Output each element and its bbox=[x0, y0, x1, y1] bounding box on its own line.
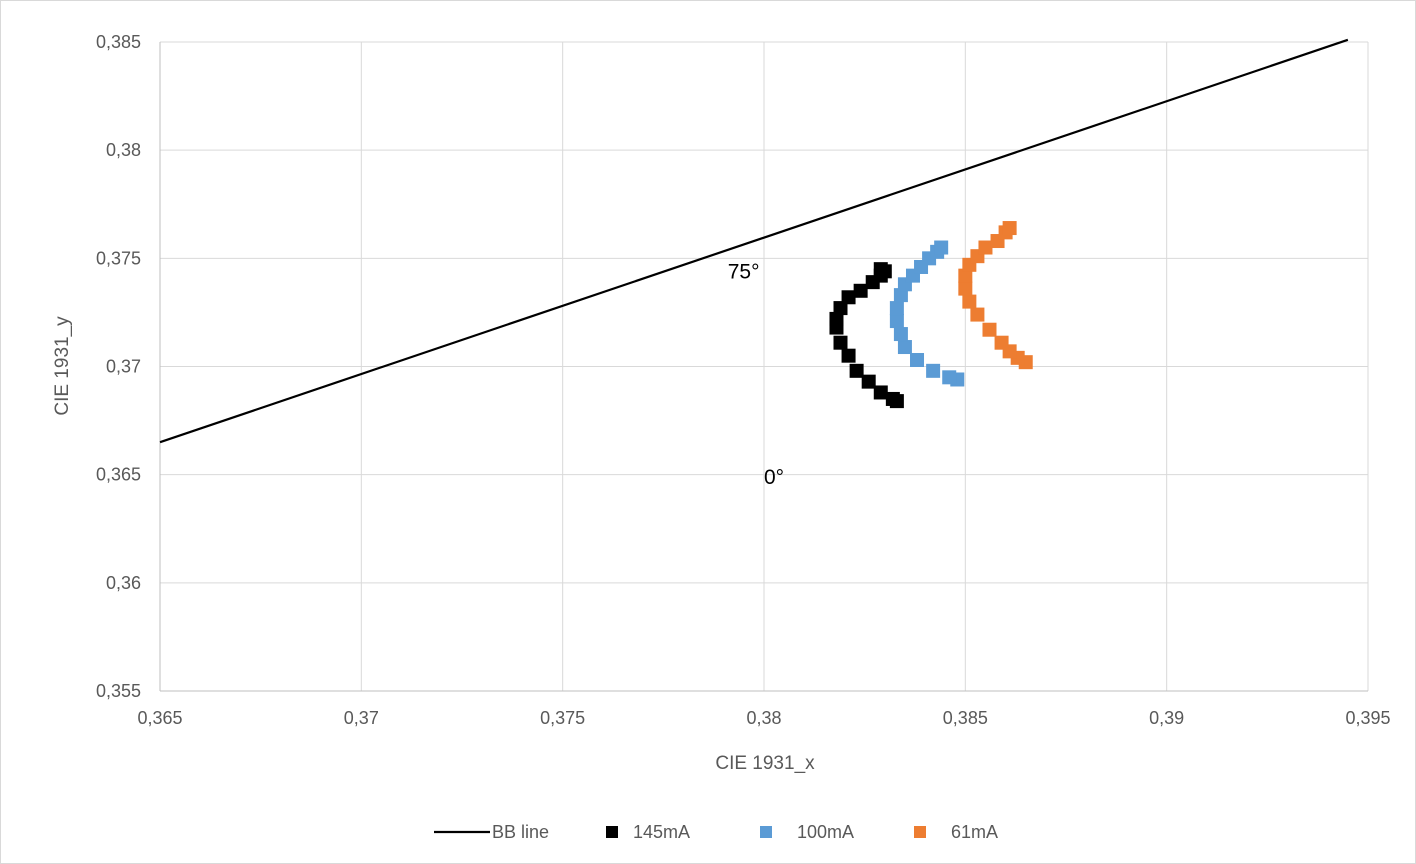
y-axis-tick-labels: 0,355 0,36 0,365 0,37 0,375 0,38 0,385 bbox=[96, 32, 141, 701]
y-tick-label: 0,36 bbox=[106, 573, 141, 593]
x-tick-label: 0,39 bbox=[1149, 708, 1184, 728]
marker-100ma bbox=[910, 353, 925, 368]
marker-145ma bbox=[841, 348, 856, 363]
marker-61ma bbox=[1002, 221, 1017, 236]
marker-61ma bbox=[958, 268, 973, 283]
series-145ma bbox=[829, 262, 904, 409]
marker-145ma bbox=[853, 283, 868, 298]
series-line-bb-line bbox=[159, 38, 1349, 444]
annotation-label: 0° bbox=[764, 466, 784, 489]
annotations: 75° 0° bbox=[728, 260, 784, 489]
legend-label-100ma: 100mA bbox=[797, 822, 854, 842]
series-61ma bbox=[958, 221, 1033, 370]
x-tick-label: 0,395 bbox=[1345, 708, 1390, 728]
marker-61ma bbox=[994, 335, 1009, 350]
y-tick-label: 0,38 bbox=[106, 140, 141, 160]
marker-100ma bbox=[889, 301, 904, 316]
marker-61ma bbox=[958, 281, 973, 296]
marker-100ma bbox=[893, 327, 908, 342]
x-tick-label: 0,385 bbox=[943, 708, 988, 728]
annotation-label: 75° bbox=[728, 260, 760, 283]
x-tick-label: 0,38 bbox=[746, 708, 781, 728]
legend-swatch-145ma bbox=[606, 826, 618, 838]
marker-145ma bbox=[873, 262, 888, 277]
x-tick-label: 0,375 bbox=[540, 708, 585, 728]
legend-swatch-100ma bbox=[760, 826, 772, 838]
marker-100ma bbox=[942, 370, 957, 385]
y-tick-label: 0,355 bbox=[96, 681, 141, 701]
legend-label-61ma: 61mA bbox=[951, 822, 998, 842]
marker-61ma bbox=[962, 294, 977, 309]
marker-145ma bbox=[833, 301, 848, 316]
marker-145ma bbox=[849, 363, 864, 378]
marker-145ma bbox=[833, 335, 848, 350]
marker-61ma bbox=[970, 307, 985, 322]
x-tick-label: 0,365 bbox=[137, 708, 182, 728]
x-axis-tick-labels: 0,365 0,37 0,375 0,38 0,385 0,39 0,395 bbox=[137, 708, 1390, 728]
marker-61ma bbox=[982, 322, 997, 337]
x-axis-title: CIE 1931_x bbox=[715, 753, 815, 774]
legend-label-145ma: 145mA bbox=[633, 822, 690, 842]
marker-100ma bbox=[926, 363, 941, 378]
marker-100ma bbox=[889, 314, 904, 329]
marker-100ma bbox=[893, 288, 908, 303]
marker-145ma bbox=[873, 385, 888, 400]
series-100ma bbox=[889, 240, 965, 387]
legend: BB line 145mA 100mA 61mA bbox=[434, 822, 998, 842]
legend-swatch-61ma bbox=[914, 826, 926, 838]
grid-lines bbox=[159, 41, 1369, 692]
y-tick-label: 0,365 bbox=[96, 465, 141, 485]
y-tick-label: 0,385 bbox=[96, 32, 141, 52]
y-tick-label: 0,37 bbox=[106, 357, 141, 377]
x-tick-label: 0,37 bbox=[344, 708, 379, 728]
marker-145ma bbox=[885, 391, 900, 406]
marker-145ma bbox=[841, 290, 856, 305]
marker-100ma bbox=[897, 340, 912, 355]
legend-label-bb-line: BB line bbox=[492, 822, 549, 842]
y-tick-label: 0,375 bbox=[96, 248, 141, 268]
series-layer bbox=[159, 38, 1349, 444]
marker-145ma bbox=[829, 311, 844, 326]
marker-100ma bbox=[934, 240, 949, 255]
marker-61ma bbox=[978, 240, 993, 255]
marker-145ma bbox=[861, 374, 876, 389]
y-axis-title: CIE 1931_y bbox=[52, 316, 73, 416]
